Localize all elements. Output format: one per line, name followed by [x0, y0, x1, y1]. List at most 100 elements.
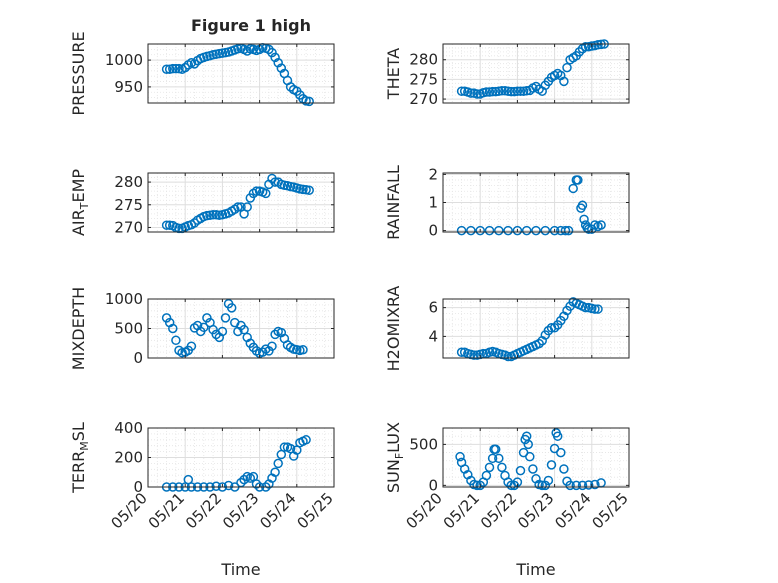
data-point — [587, 41, 597, 51]
y-tick-label: 270 — [114, 218, 143, 236]
data-point — [466, 225, 476, 236]
y-axis-label: AIRTEMP — [69, 169, 91, 236]
data-point — [273, 458, 283, 469]
subplot-h2omixra: 4 6 H2OMIXRA — [384, 286, 630, 372]
data-point — [251, 186, 262, 196]
y-tick-label: 0 — [428, 222, 438, 240]
y-tick-label: 500 — [114, 320, 143, 338]
data-point — [217, 326, 228, 337]
data-point — [559, 464, 569, 474]
y-tick-label: 0 — [133, 478, 143, 496]
data-point — [543, 475, 554, 486]
grid — [147, 173, 335, 233]
data-point — [466, 88, 476, 98]
data-point — [233, 202, 243, 212]
y-tick-label: 280 — [114, 173, 143, 191]
data-point — [270, 467, 280, 477]
data-point — [549, 225, 560, 236]
data-point — [593, 304, 603, 314]
data-point — [494, 453, 504, 464]
data-point — [525, 451, 535, 462]
data-point — [301, 435, 311, 445]
data-point — [211, 481, 221, 492]
data-point — [270, 329, 280, 340]
data-point — [540, 480, 551, 491]
data-point — [469, 350, 479, 360]
data-point — [186, 341, 197, 351]
y-axis-label: THETA — [384, 48, 403, 100]
data-point — [475, 225, 485, 236]
data-point — [208, 210, 218, 220]
data-point — [199, 322, 209, 333]
data-point — [298, 344, 308, 355]
y-tick-label: 1000 — [105, 290, 143, 308]
data-point — [552, 431, 563, 441]
axes-box — [442, 43, 630, 104]
data-point — [593, 40, 603, 50]
data-point — [577, 200, 588, 211]
data-point — [168, 323, 178, 334]
data-point — [534, 338, 544, 349]
data-point — [563, 225, 574, 236]
data-point — [251, 479, 262, 489]
data-point — [171, 63, 181, 74]
data-point — [456, 347, 467, 357]
y-tick-label: 4 — [428, 327, 438, 345]
data-point — [500, 86, 510, 96]
y-axis-label: RAINFALL — [384, 165, 403, 240]
data-point — [487, 453, 498, 464]
data-point — [515, 465, 526, 476]
data-point — [161, 220, 172, 230]
data-point — [568, 183, 578, 194]
data-point — [304, 96, 314, 107]
data-point — [161, 64, 172, 74]
data-point — [161, 313, 172, 323]
data-point — [270, 177, 280, 187]
data-point — [223, 480, 234, 491]
axes-box — [147, 172, 335, 233]
y-tick-label: 200 — [114, 449, 143, 467]
data-point — [484, 87, 495, 97]
data-series — [456, 175, 606, 236]
data-point — [487, 86, 498, 97]
data-series — [456, 39, 609, 99]
data-point — [565, 480, 575, 491]
y-tick-label: 275 — [114, 196, 143, 214]
data-point — [279, 442, 290, 452]
y-axis-label: H2OMIXRA — [384, 286, 403, 372]
y-axis-label: MIXDEPTH — [69, 287, 88, 370]
data-point — [579, 214, 589, 225]
data-point — [503, 351, 513, 362]
y-tick-label: 280 — [409, 51, 438, 69]
figure-title: Figure 1 high — [191, 16, 311, 35]
data-point — [512, 86, 523, 96]
data-point — [494, 86, 504, 96]
y-tick-label: 2 — [428, 165, 438, 183]
y-axis-label: TERRMSL — [69, 422, 91, 494]
data-point — [521, 225, 532, 236]
y-tick-label: 6 — [428, 299, 438, 317]
data-point — [264, 346, 274, 356]
data-point — [242, 202, 252, 212]
data-point — [509, 86, 520, 97]
grid — [442, 428, 630, 487]
data-point — [537, 480, 547, 491]
y-tick-label: 270 — [409, 90, 438, 108]
data-point — [590, 304, 600, 314]
data-point — [540, 225, 551, 236]
x-axis-label: Time — [220, 560, 260, 579]
data-point — [577, 480, 588, 491]
data-point — [226, 303, 237, 313]
data-point — [503, 86, 513, 96]
data-series — [161, 43, 314, 107]
data-point — [239, 324, 249, 335]
data-point — [574, 47, 585, 57]
data-point — [481, 87, 492, 97]
data-point — [257, 347, 268, 357]
y-tick-label: 950 — [114, 78, 143, 96]
data-point — [484, 225, 495, 236]
axes-box — [442, 427, 630, 488]
data-point — [490, 86, 501, 97]
x-axis-label: Time — [515, 560, 555, 579]
data-series — [161, 173, 314, 234]
